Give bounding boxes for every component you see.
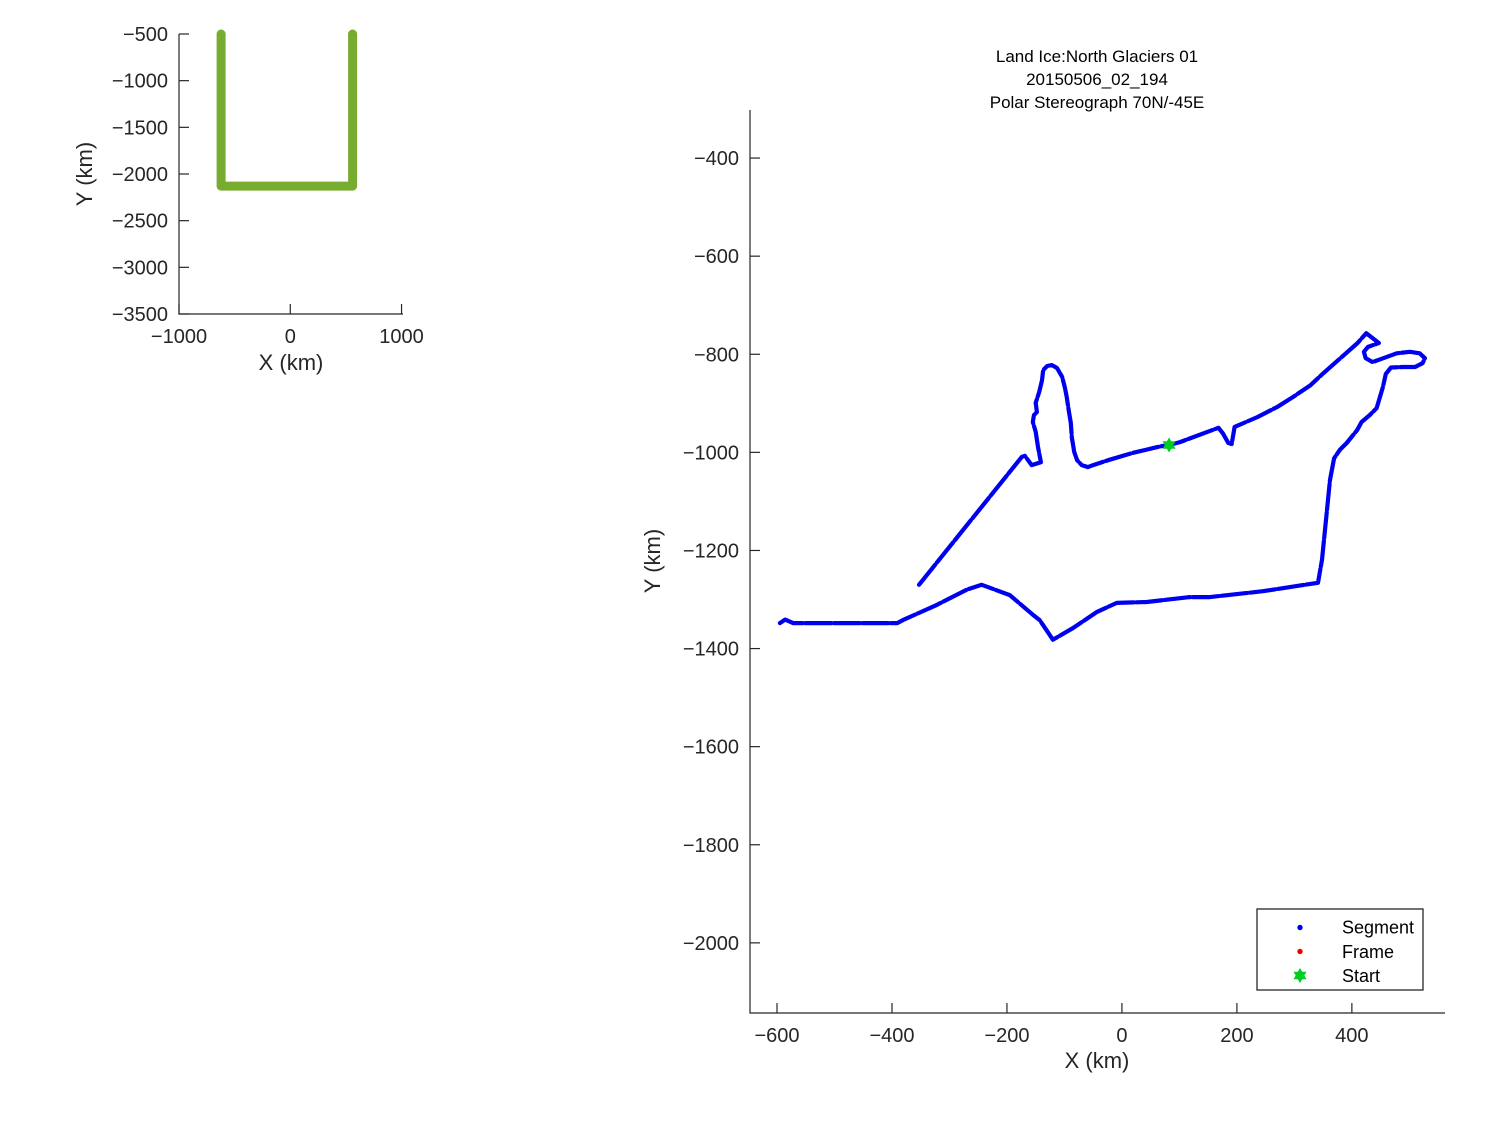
y-tick-label: −3000 — [112, 257, 168, 279]
y-tick-label: −2000 — [683, 933, 739, 955]
x-tick-label: 0 — [285, 326, 296, 348]
x-tick-label: 0 — [1116, 1025, 1127, 1047]
overview-plot: −1000 0 1000 −500 −1000 −1500 −2000 −2500 −3000 −… — [112, 24, 424, 348]
y-tick-label: −1200 — [683, 540, 739, 562]
y-tick-label: −1600 — [683, 737, 739, 759]
legend: Segment Frame Start — [1256, 908, 1424, 991]
y-tick-label: −1000 — [683, 442, 739, 464]
main-plot-title: Land Ice:North Glaciers 01 20150506_02_1… — [990, 47, 1205, 112]
overview-xaxis-label: X (km) — [259, 350, 324, 375]
y-tick-label: −2500 — [112, 211, 168, 233]
legend-segment-swatch-icon — [1297, 924, 1303, 931]
title-line-2: 20150506_02_194 — [1026, 70, 1168, 89]
x-tick-label: −200 — [984, 1025, 1029, 1047]
legend-frame-label: Frame — [1342, 942, 1394, 962]
y-tick-label: −1800 — [683, 835, 739, 857]
y-tick-label: −1400 — [683, 639, 739, 661]
y-tick-label: −2000 — [112, 164, 168, 186]
series-segment — [777, 331, 1427, 642]
y-tick-label: −3500 — [112, 304, 168, 326]
start-marker — [1162, 437, 1176, 453]
axis-spines — [749, 110, 1445, 1014]
x-tick-label: 1000 — [379, 326, 424, 348]
title-line-3: Polar Stereograph 70N/-45E — [990, 93, 1205, 112]
legend-start-swatch-icon — [1293, 968, 1307, 983]
legend-frame-swatch-icon — [1297, 948, 1303, 955]
axis-spines — [178, 34, 403, 315]
legend-start-label: Start — [1342, 966, 1380, 986]
y-tick-label: −400 — [694, 148, 739, 170]
x-tick-label: −400 — [869, 1025, 914, 1047]
x-tick-label: −600 — [754, 1025, 799, 1047]
main-xaxis-label: X (km) — [1065, 1048, 1130, 1073]
title-line-1: Land Ice:North Glaciers 01 — [996, 47, 1198, 66]
x-tick-label: 200 — [1220, 1025, 1253, 1047]
main-yaxis-label: Y (km) — [640, 529, 665, 593]
y-tick-label: −1000 — [112, 71, 168, 93]
y-tick-label: −800 — [694, 344, 739, 366]
series-coverage-outline — [216, 29, 358, 191]
legend-box — [1256, 908, 1424, 991]
x-tick-label: 400 — [1335, 1025, 1368, 1047]
legend-segment-label: Segment — [1342, 918, 1414, 938]
overview-yaxis-label: Y (km) — [72, 142, 97, 206]
x-tick-label: −1000 — [151, 326, 207, 348]
y-tick-label: −1500 — [112, 117, 168, 139]
y-tick-label: −600 — [694, 246, 739, 268]
main-track-plot: −600 −400 −200 0 200 400−400−600−800−1000−120… — [683, 110, 1445, 1047]
y-tick-label: −500 — [123, 24, 168, 46]
